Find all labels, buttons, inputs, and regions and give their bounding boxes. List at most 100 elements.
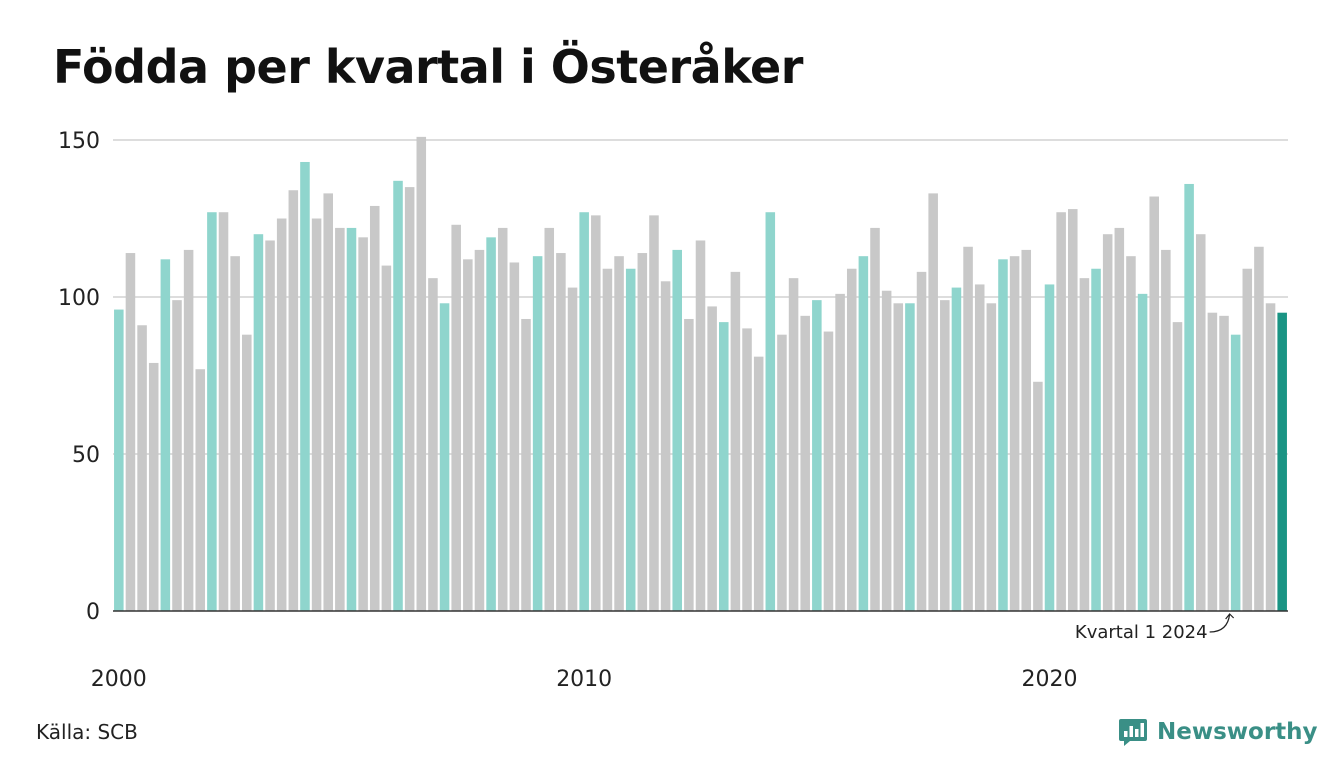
bar bbox=[125, 253, 136, 612]
y-axis-ticks: 0 50 100 150 bbox=[58, 129, 100, 625]
bar bbox=[881, 290, 892, 611]
bar bbox=[544, 227, 555, 612]
annotation-label: Kvartal 1 2024 bbox=[1075, 622, 1208, 643]
bar bbox=[172, 300, 182, 611]
x-tick-label: 2020 bbox=[1022, 667, 1078, 692]
y-tick-label: 150 bbox=[58, 129, 100, 154]
bar bbox=[1149, 196, 1159, 611]
bar bbox=[1195, 234, 1206, 611]
bar bbox=[242, 334, 252, 611]
bar bbox=[1044, 284, 1055, 611]
bar bbox=[556, 253, 566, 612]
bar bbox=[719, 322, 729, 611]
chart-title: Födda per kvartal i Österåker bbox=[53, 40, 803, 94]
bar bbox=[183, 249, 194, 611]
bar bbox=[114, 309, 124, 611]
bar bbox=[311, 218, 322, 611]
bar bbox=[1254, 246, 1264, 611]
bar bbox=[1277, 312, 1287, 611]
bar bbox=[474, 249, 485, 611]
bar bbox=[1009, 256, 1020, 611]
bar bbox=[637, 253, 648, 612]
bar bbox=[567, 287, 578, 611]
bar bbox=[497, 227, 508, 612]
bar bbox=[823, 331, 834, 611]
bar bbox=[276, 218, 287, 611]
bar bbox=[335, 227, 345, 612]
bar bbox=[777, 334, 787, 611]
bar bbox=[765, 212, 776, 611]
bar bbox=[1102, 234, 1113, 611]
x-axis-ticks: 2000 2010 2020 bbox=[91, 667, 1078, 692]
bar bbox=[986, 303, 997, 611]
bar bbox=[416, 136, 427, 612]
bar bbox=[439, 303, 450, 611]
bar bbox=[532, 256, 543, 611]
bar bbox=[521, 318, 531, 611]
annotation-arrowhead bbox=[1225, 613, 1235, 620]
bar bbox=[207, 212, 217, 611]
bar bbox=[218, 212, 229, 611]
bar bbox=[358, 237, 368, 611]
bar bbox=[288, 190, 299, 612]
bar bbox=[1091, 268, 1101, 611]
bar bbox=[1242, 268, 1253, 611]
bar bbox=[695, 240, 706, 612]
bar bbox=[602, 268, 613, 611]
bar bbox=[346, 227, 357, 612]
bar bbox=[1172, 322, 1183, 611]
bar bbox=[905, 303, 915, 611]
y-tick-label: 50 bbox=[72, 443, 100, 468]
brand-name: Newsworthy bbox=[1157, 719, 1318, 745]
bar bbox=[730, 271, 741, 611]
bar bbox=[579, 212, 589, 611]
bar bbox=[974, 284, 985, 611]
bar bbox=[1219, 315, 1229, 611]
bar bbox=[893, 303, 904, 611]
bar bbox=[137, 325, 147, 611]
bar bbox=[148, 362, 159, 611]
bar bbox=[160, 259, 171, 611]
bar bbox=[1126, 256, 1136, 611]
bar bbox=[265, 240, 275, 612]
bar bbox=[742, 328, 752, 611]
bar bbox=[1137, 293, 1148, 611]
bar bbox=[870, 227, 880, 612]
annotation: Kvartal 1 2024 bbox=[1075, 613, 1235, 643]
y-tick-label: 100 bbox=[58, 286, 100, 311]
bar bbox=[812, 300, 822, 611]
bar bbox=[625, 268, 636, 611]
bar bbox=[509, 262, 520, 611]
bar bbox=[788, 278, 799, 611]
bar bbox=[195, 369, 206, 611]
bar bbox=[451, 224, 461, 611]
bar bbox=[463, 259, 473, 611]
bar bbox=[300, 161, 310, 612]
x-tick-label: 2010 bbox=[556, 667, 612, 692]
bar bbox=[1230, 334, 1241, 611]
x-tick-label: 2000 bbox=[91, 667, 147, 692]
bar bbox=[1021, 249, 1032, 611]
bar bbox=[753, 356, 764, 611]
bar bbox=[858, 256, 869, 611]
bar bbox=[672, 249, 682, 611]
bars bbox=[114, 136, 1287, 612]
bar bbox=[660, 281, 671, 611]
bar bbox=[800, 315, 810, 611]
bar bbox=[1114, 227, 1125, 612]
bar bbox=[916, 271, 927, 611]
annotation-arrow bbox=[1209, 613, 1231, 633]
bar bbox=[1265, 303, 1276, 611]
bar bbox=[1161, 249, 1171, 611]
bar bbox=[253, 234, 264, 611]
bar bbox=[393, 180, 403, 611]
bar bbox=[998, 259, 1008, 611]
bar bbox=[381, 265, 392, 611]
bar bbox=[428, 278, 438, 611]
bar bbox=[486, 237, 496, 611]
brand-logo: Newsworthy bbox=[1118, 714, 1318, 750]
bar bbox=[928, 193, 938, 611]
bar bbox=[835, 293, 845, 611]
source-label: Källa: SCB bbox=[36, 720, 138, 744]
bar bbox=[323, 193, 333, 611]
